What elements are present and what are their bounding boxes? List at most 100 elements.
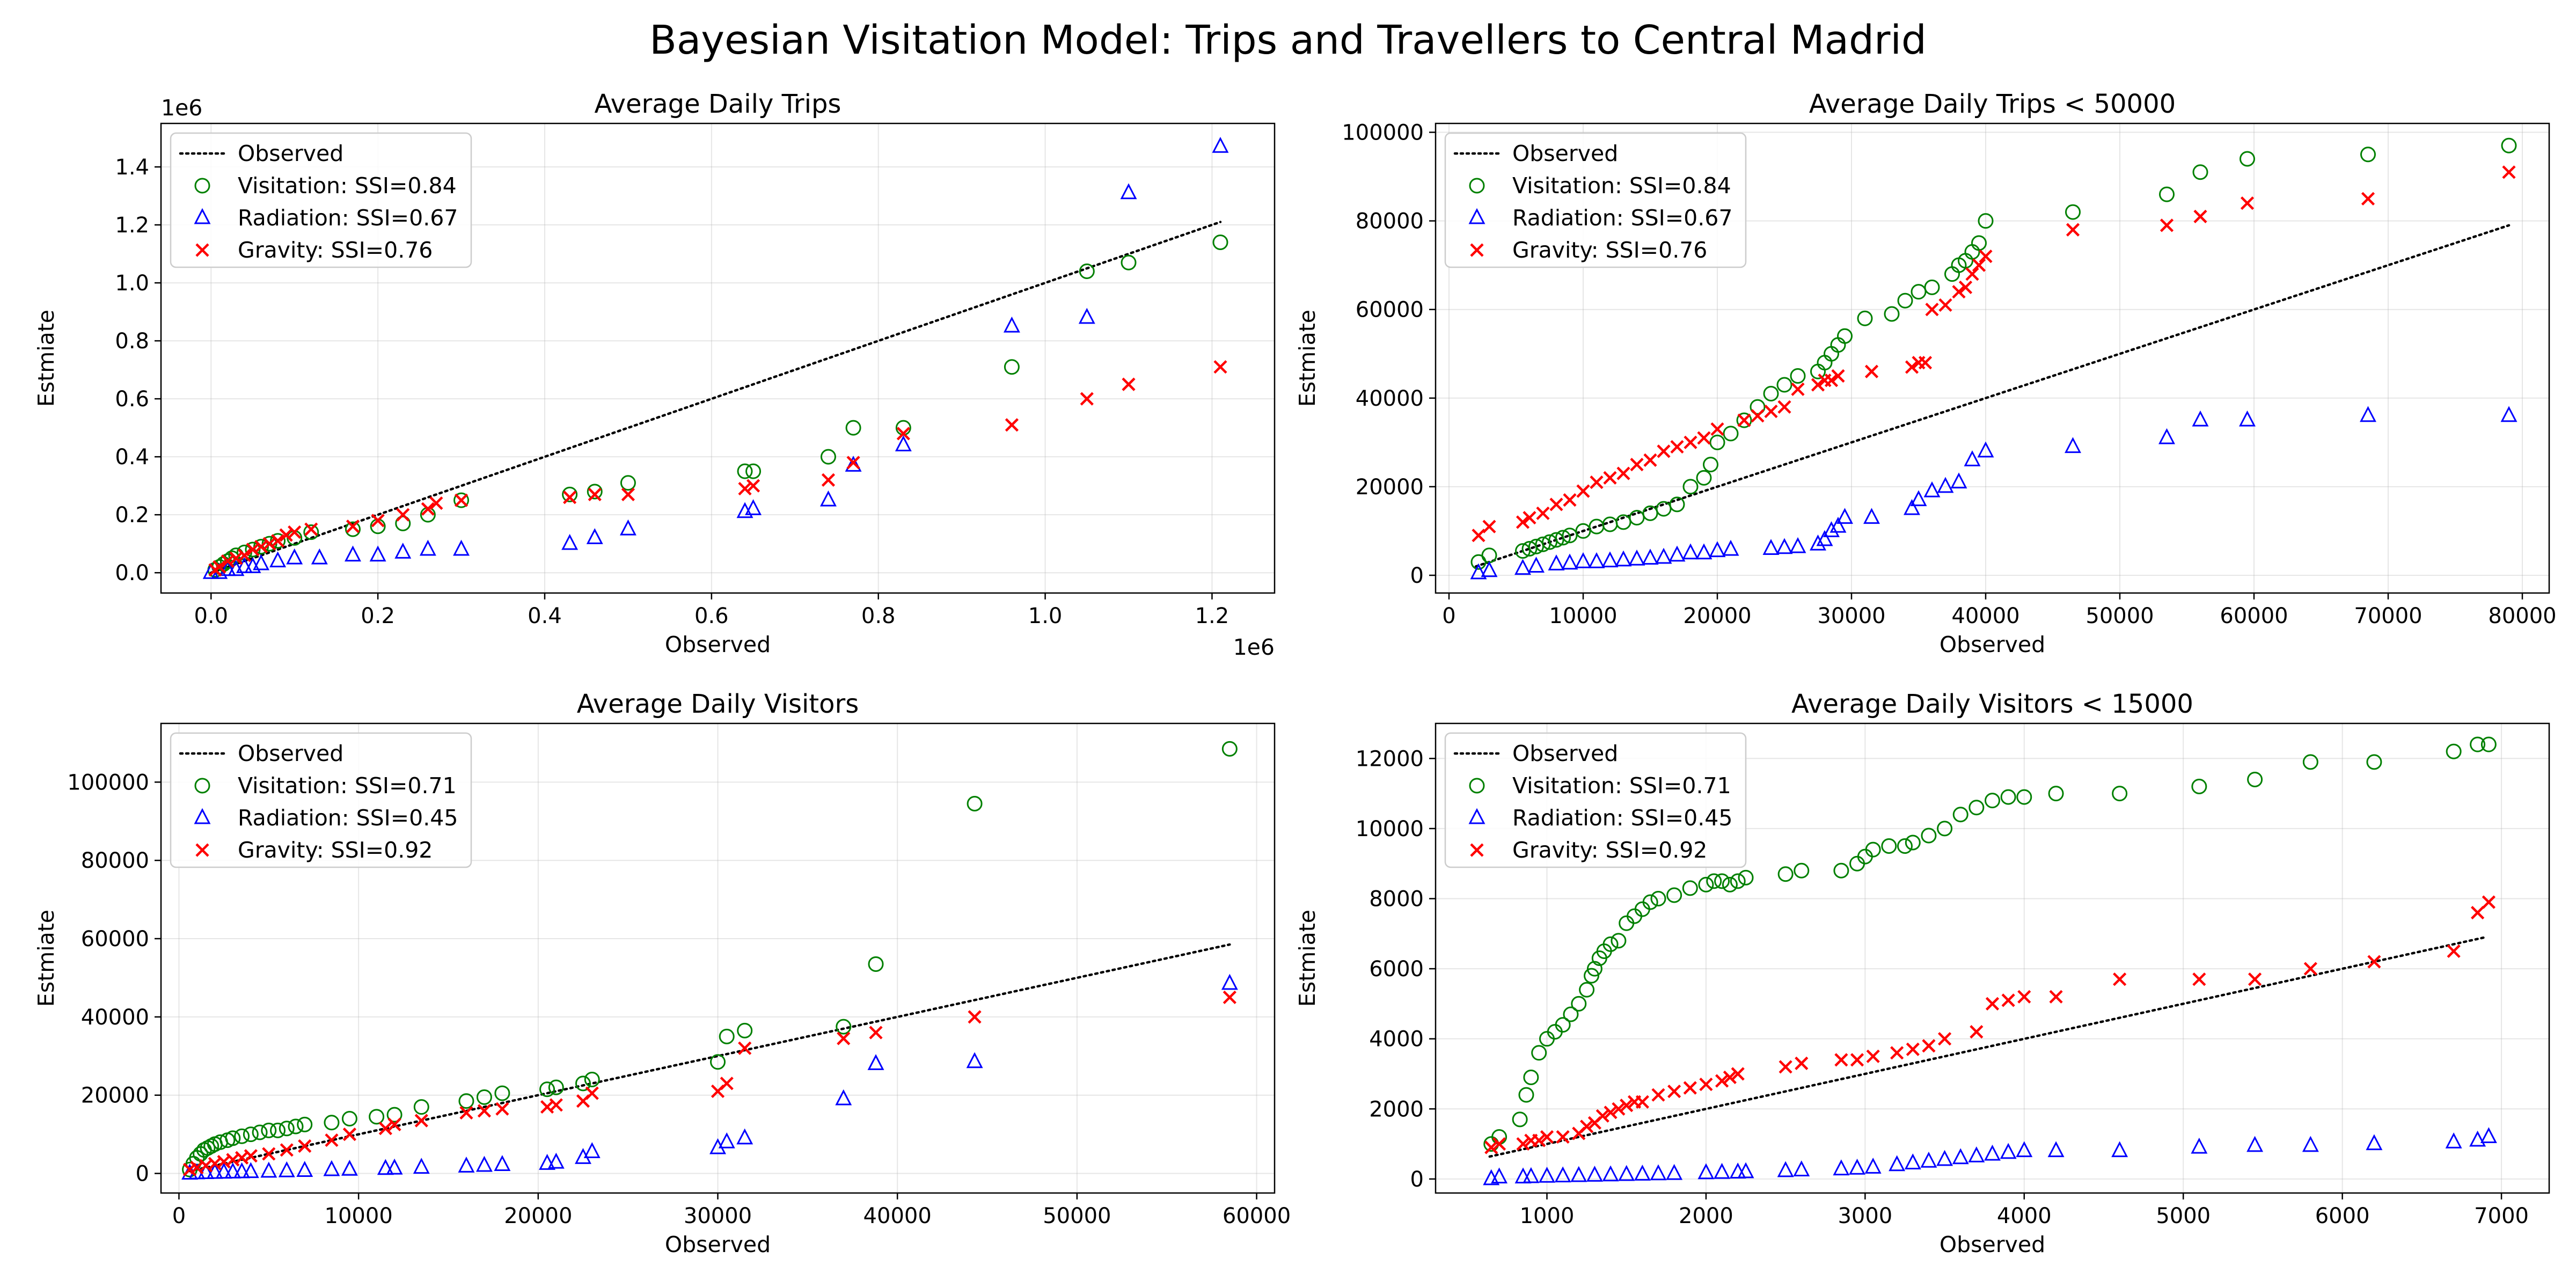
data-point — [1863, 508, 1880, 524]
series-visitation — [1483, 736, 2497, 1152]
data-point — [1602, 1165, 1619, 1182]
data-point — [260, 1161, 277, 1178]
data-point — [1730, 873, 1746, 889]
data-point — [846, 456, 860, 470]
data-point — [1923, 481, 1941, 497]
data-point — [1816, 530, 1833, 546]
series-gravity — [208, 360, 1227, 577]
axes-frame — [1435, 122, 2550, 594]
data-point — [421, 502, 435, 516]
x-tick-label: 1.0 — [1028, 604, 1063, 628]
data-point — [1978, 213, 1994, 229]
grid — [161, 123, 1275, 593]
data-point — [1079, 263, 1095, 279]
data-point — [1938, 298, 1952, 312]
chart-panel-1: 0.0 0.2 0.4 0.6 0.8 1.0 1.2 0.0 0.2 0.4 0.6 0.8 1.0 1… — [33, 89, 1276, 660]
data-point — [1122, 377, 1136, 391]
x-tick-label: 0.2 — [361, 604, 395, 628]
data-point — [1563, 1006, 1579, 1022]
grid — [1436, 723, 2549, 1193]
data-point — [1791, 382, 1805, 396]
data-point — [1212, 136, 1229, 153]
data-point — [1584, 968, 1599, 984]
y-axis-label: Estmiate — [1294, 310, 1320, 407]
data-point — [1836, 508, 1853, 524]
legend-label: Gravity: SSI=0.76 — [1512, 237, 1707, 263]
data-point — [1212, 234, 1228, 250]
data-point — [298, 1139, 312, 1153]
x-tick-label: 20000 — [504, 1204, 572, 1228]
data-point — [1731, 1067, 1745, 1081]
data-point — [1950, 472, 1967, 489]
y-tick-label: 6000 — [1369, 957, 1424, 982]
y-tick-label: 8000 — [1369, 887, 1424, 911]
legend: Observed Visitation: SSI=0.71 Radiation: S… — [1444, 732, 1747, 868]
y-tick-label: 0.6 — [115, 387, 149, 412]
data-point — [1004, 359, 1020, 375]
legend-box — [170, 732, 472, 868]
data-point — [1736, 412, 1752, 428]
data-point — [2191, 779, 2207, 795]
data-point — [1603, 471, 1617, 485]
data-point — [1618, 1165, 1635, 1181]
x-axis-label: Observed — [665, 1232, 771, 1257]
data-point — [1904, 1153, 1921, 1169]
series-radiation — [1483, 1127, 2497, 1185]
data-point — [1777, 400, 1791, 414]
data-point — [1666, 887, 1682, 903]
data-point — [1616, 466, 1630, 480]
data-point — [1920, 1151, 1937, 1168]
data-point — [1952, 1148, 1969, 1165]
data-point — [1682, 880, 1698, 896]
data-point — [1548, 554, 1565, 570]
data-point — [1937, 1032, 1952, 1046]
y-tick-label: 100000 — [1342, 121, 1424, 145]
data-point — [1684, 435, 1697, 449]
data-point — [1548, 532, 1564, 548]
data-point — [2017, 990, 2031, 1004]
data-point — [279, 1121, 295, 1137]
legend-label: Visitation: SSI=0.84 — [1512, 173, 1731, 199]
data-point — [1985, 997, 2000, 1011]
data-point — [458, 1157, 475, 1173]
data-point — [213, 560, 226, 574]
data-point — [1596, 1109, 1609, 1123]
data-point — [1555, 530, 1571, 546]
data-point — [1985, 793, 2000, 809]
data-point — [1865, 841, 1881, 858]
data-point — [2471, 906, 2485, 920]
data-point — [325, 1133, 339, 1147]
data-point — [2482, 895, 2496, 909]
data-point — [1542, 534, 1557, 550]
data-point — [1670, 440, 1684, 454]
y-scale-offset: 1e6 — [161, 95, 202, 121]
chart-panel-4: 1000 2000 3000 4000 5000 6000 7000 0 2000 4000 600… — [1294, 689, 2550, 1257]
data-point — [1921, 828, 1937, 844]
series-visitation — [1470, 137, 2517, 570]
x-tick-label: 50000 — [1043, 1204, 1111, 1228]
data-point — [200, 1140, 216, 1156]
data-point — [1666, 1163, 1683, 1180]
data-point — [619, 519, 636, 536]
data-point — [2192, 410, 2209, 427]
data-point — [2248, 972, 2262, 986]
data-point — [280, 1143, 294, 1157]
data-point — [1777, 1161, 1794, 1177]
series-gravity — [182, 990, 1236, 1176]
data-point — [1604, 1106, 1618, 1119]
data-point — [1698, 876, 1714, 892]
data-point — [1611, 933, 1627, 949]
x-tick-label: 1.2 — [1195, 604, 1230, 628]
data-point — [1837, 328, 1853, 344]
data-point — [1925, 303, 1939, 317]
y-tick-label: 40000 — [81, 1005, 149, 1030]
data-point — [1911, 284, 1927, 300]
data-point — [242, 1162, 259, 1179]
y-tick-label: 1.4 — [115, 155, 149, 180]
data-point — [2159, 186, 2175, 202]
data-point — [1790, 368, 1806, 384]
y-tick-label: 100000 — [67, 770, 149, 795]
data-point — [1121, 254, 1137, 270]
data-point — [539, 1081, 555, 1097]
data-point — [1968, 800, 1985, 816]
